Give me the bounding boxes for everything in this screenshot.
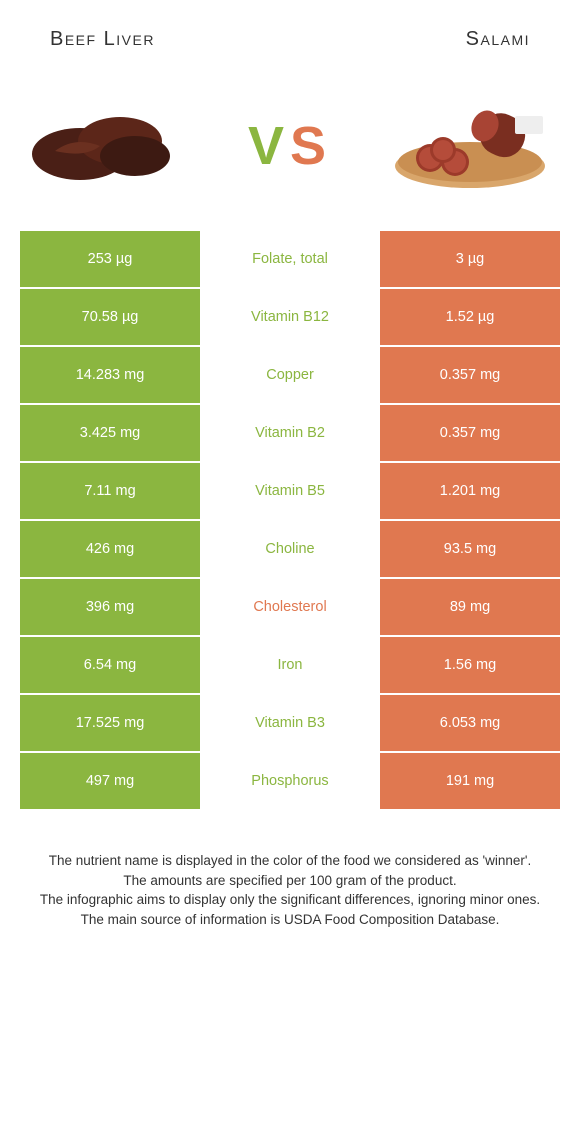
beef-liver-icon (25, 96, 195, 196)
value-left: 6.54 mg (20, 637, 200, 693)
table-row: 3.425 mgVitamin B20.357 mg (20, 405, 560, 461)
nutrient-name: Choline (200, 521, 380, 577)
table-row: 14.283 mgCopper0.357 mg (20, 347, 560, 403)
footer-line: The nutrient name is displayed in the co… (30, 851, 550, 871)
nutrient-name: Vitamin B5 (200, 463, 380, 519)
value-right: 6.053 mg (380, 695, 560, 751)
food-image-right (380, 91, 560, 201)
nutrient-name: Vitamin B3 (200, 695, 380, 751)
value-right: 0.357 mg (380, 405, 560, 461)
vs-row: VS (0, 71, 580, 231)
value-left: 426 mg (20, 521, 200, 577)
vs-label: VS (248, 115, 332, 177)
value-left: 17.525 mg (20, 695, 200, 751)
salami-icon (385, 96, 555, 196)
vs-v-letter: V (248, 116, 290, 176)
table-row: 6.54 mgIron1.56 mg (20, 637, 560, 693)
table-row: 497 mgPhosphorus191 mg (20, 753, 560, 809)
food-title-left: Beef Liver (50, 28, 155, 51)
nutrient-name: Copper (200, 347, 380, 403)
nutrient-name: Phosphorus (200, 753, 380, 809)
value-right: 3 µg (380, 231, 560, 287)
footer-line: The amounts are specified per 100 gram o… (30, 871, 550, 891)
comparison-table: 253 µgFolate, total3 µg70.58 µgVitamin B… (0, 231, 580, 809)
value-right: 0.357 mg (380, 347, 560, 403)
value-right: 1.56 mg (380, 637, 560, 693)
value-right: 1.201 mg (380, 463, 560, 519)
vs-s-letter: S (290, 116, 332, 176)
nutrient-name: Vitamin B2 (200, 405, 380, 461)
value-left: 497 mg (20, 753, 200, 809)
nutrient-name: Iron (200, 637, 380, 693)
value-right: 191 mg (380, 753, 560, 809)
footer-notes: The nutrient name is displayed in the co… (0, 811, 580, 959)
footer-line: The main source of information is USDA F… (30, 910, 550, 930)
food-title-right: Salami (466, 28, 530, 51)
footer-line: The infographic aims to display only the… (30, 890, 550, 910)
nutrient-name: Folate, total (200, 231, 380, 287)
nutrient-name: Cholesterol (200, 579, 380, 635)
value-left: 253 µg (20, 231, 200, 287)
value-right: 89 mg (380, 579, 560, 635)
value-left: 70.58 µg (20, 289, 200, 345)
table-row: 7.11 mgVitamin B51.201 mg (20, 463, 560, 519)
header: Beef Liver Salami (0, 0, 580, 71)
infographic-container: Beef Liver Salami VS (0, 0, 580, 959)
table-row: 396 mgCholesterol89 mg (20, 579, 560, 635)
food-image-left (20, 91, 200, 201)
value-left: 7.11 mg (20, 463, 200, 519)
value-left: 396 mg (20, 579, 200, 635)
table-row: 70.58 µgVitamin B121.52 µg (20, 289, 560, 345)
value-left: 14.283 mg (20, 347, 200, 403)
table-row: 253 µgFolate, total3 µg (20, 231, 560, 287)
value-left: 3.425 mg (20, 405, 200, 461)
value-right: 93.5 mg (380, 521, 560, 577)
nutrient-name: Vitamin B12 (200, 289, 380, 345)
table-row: 426 mgCholine93.5 mg (20, 521, 560, 577)
value-right: 1.52 µg (380, 289, 560, 345)
table-row: 17.525 mgVitamin B36.053 mg (20, 695, 560, 751)
